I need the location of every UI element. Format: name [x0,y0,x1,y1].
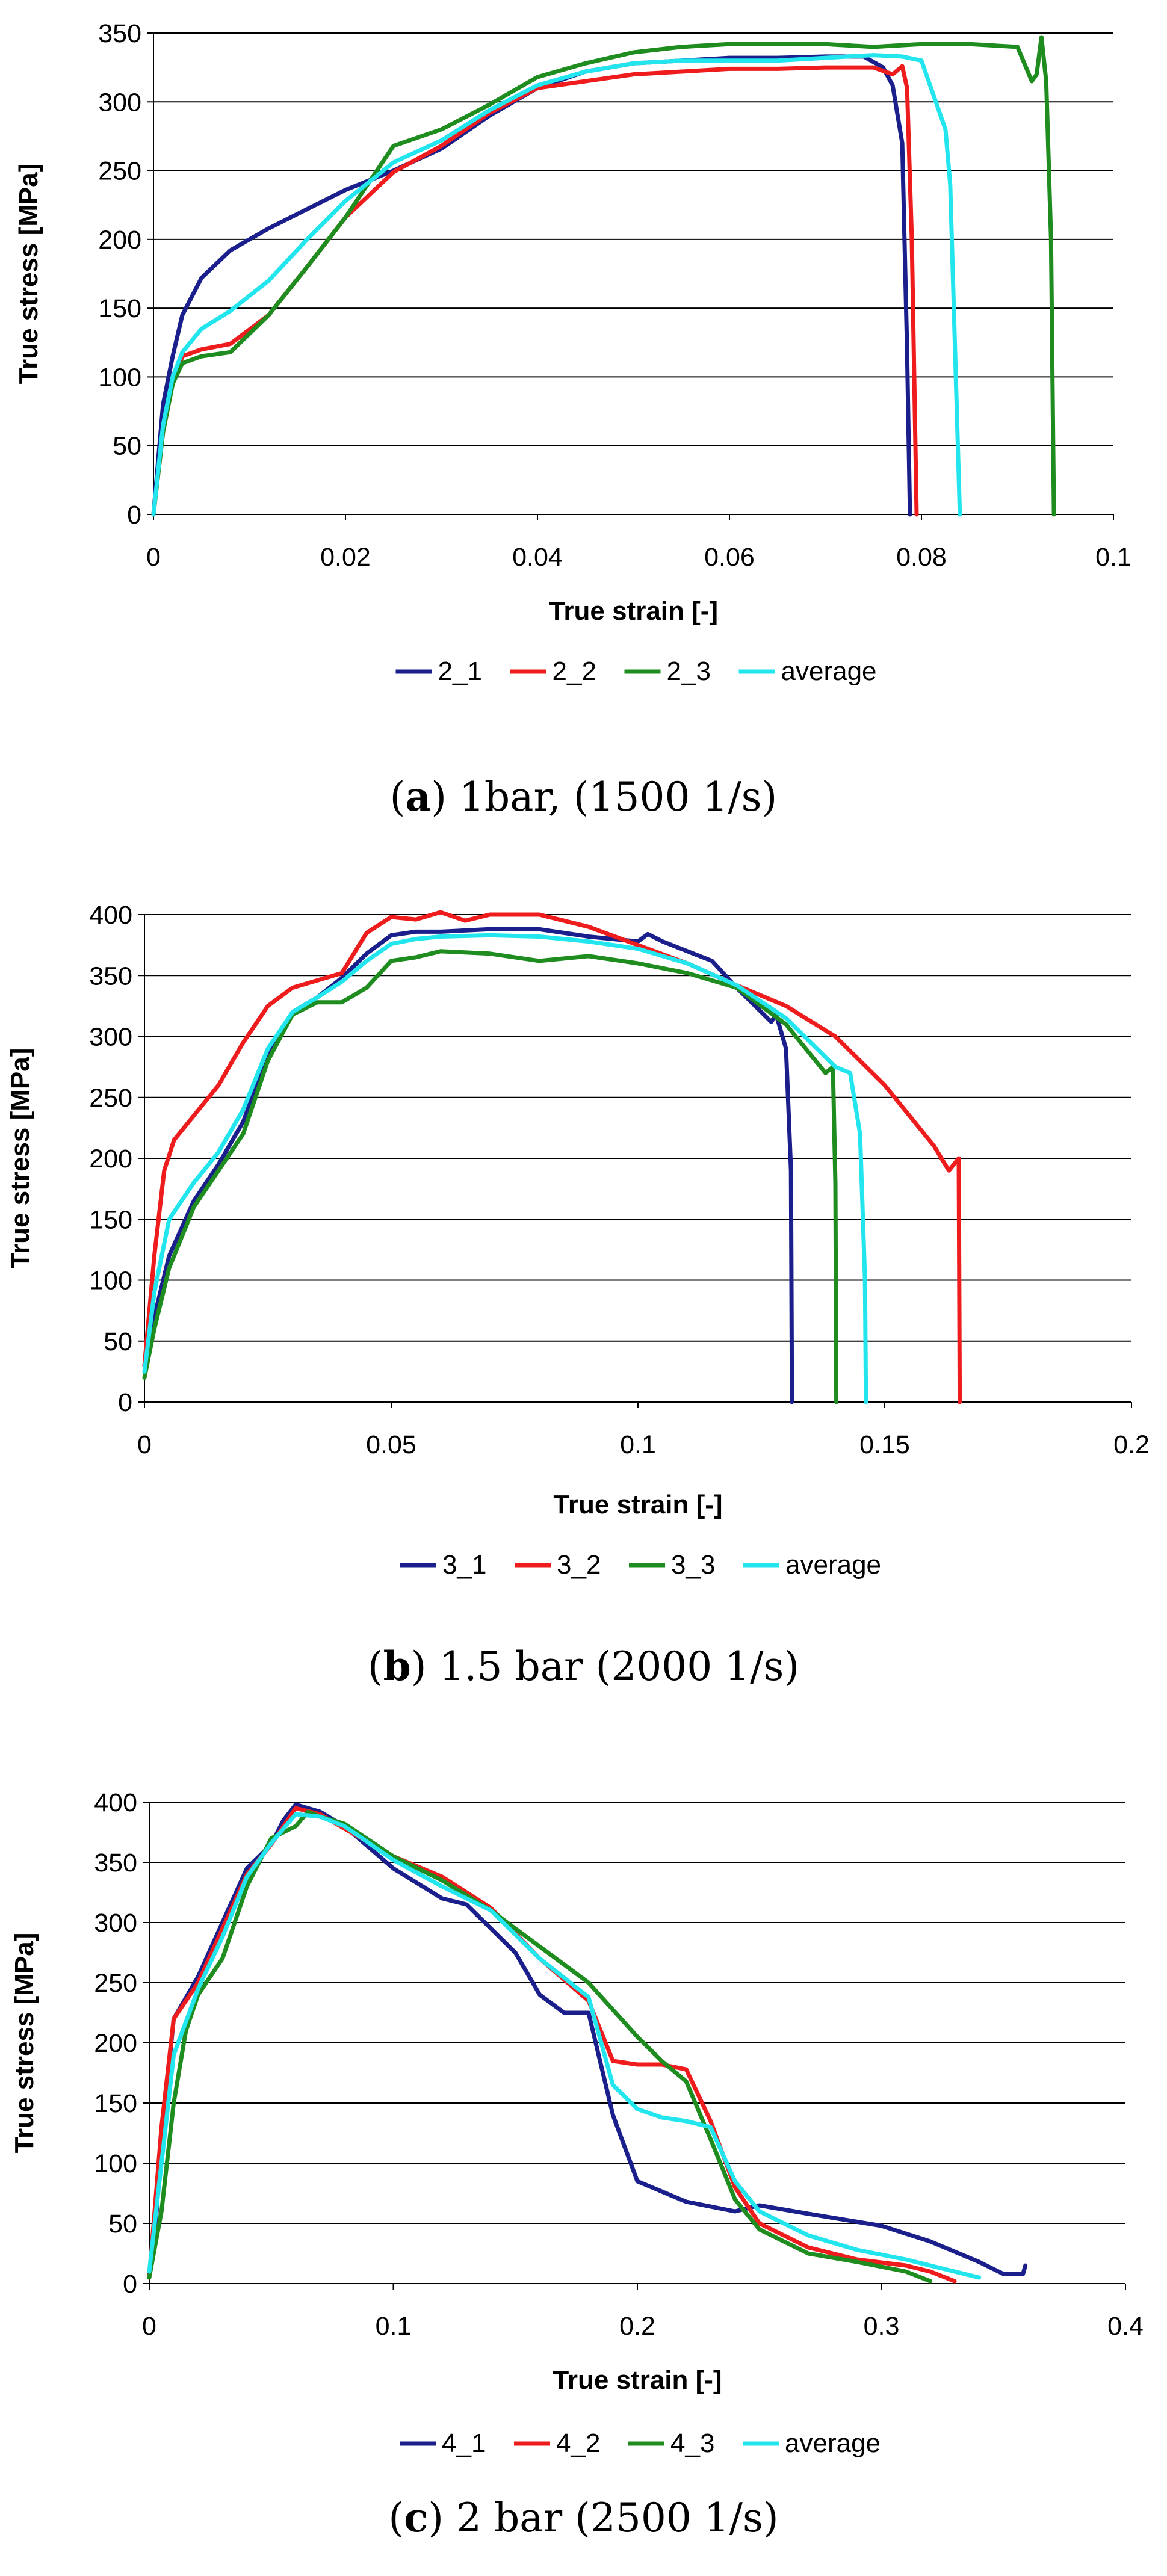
y-tick-label: 0 [118,1388,132,1417]
y-tick-label: 300 [89,1023,132,1052]
caption-a-letter: a [405,773,432,820]
caption-b-text: 1.5 bar (2000 1/s) [426,1643,800,1690]
caption-c-text: 2 bar (2500 1/s) [444,2495,779,2541]
series-line-3-1 [142,927,794,1404]
y-tick-label: 50 [104,1327,132,1356]
y-tick-label: 0 [127,501,141,530]
legend-label: 2_2 [553,656,596,686]
legend-label: average [785,2429,881,2458]
x-tick-label: 0.05 [366,1430,416,1459]
x-tick-label: 0.08 [896,543,947,572]
y-tick-label: 300 [98,88,141,117]
y-tick-label: 350 [89,962,132,990]
series-line-4-1 [152,1802,1028,2276]
y-axis-title: True stress [MPa] [10,1933,39,2154]
legend-label: 3_3 [671,1550,715,1580]
y-tick-label: 50 [113,432,141,461]
y-tick-label: 250 [89,1084,132,1113]
line-chart-a: 0 50 100 150 200 250 300 350 0 0.02 0.04 0.06 0.08 0.… [14,19,1131,686]
caption-c: (c) 2 bar (2500 1/s) [388,2494,779,2541]
x-tick-label: 0.2 [619,2312,655,2341]
caption-c-letter: c [404,2494,429,2541]
y-tick-label: 200 [94,2029,137,2058]
y-tick-label: 350 [98,19,141,48]
x-tick-label: 0 [137,1430,152,1459]
series-line-3-2 [142,910,962,1404]
series-line-3-3 [142,949,839,1404]
x-axis-title: True strain [-] [553,1490,722,1519]
x-tick-label: 0.1 [376,2312,412,2341]
y-tick-label: 200 [89,1144,132,1173]
series-line-4-2 [147,1806,957,2284]
y-tick-label: 50 [108,2210,137,2238]
series-line-average [147,1812,982,2280]
chart-panel-b: 0 50 100 150 200 250 300 350 400 0 0.05 0.1 0.15 0.2 T… [0,854,1167,1733]
x-tick-label: 0.4 [1107,2312,1144,2341]
x-tick-label: 0.04 [512,543,563,572]
x-tick-label: 0.02 [320,543,371,572]
x-tick-label: 0.1 [620,1430,656,1459]
legend-label: 3_2 [557,1550,601,1580]
y-tick-label: 150 [98,294,141,323]
legend-label: 2_1 [438,656,482,686]
caption-b: (b) 1.5 bar (2000 1/s) [367,1643,800,1690]
x-axis-title: True strain [-] [549,596,718,626]
series-line-2-3 [151,35,1056,517]
x-tick-label: 0.2 [1113,1430,1150,1459]
y-tick-label: 300 [94,1909,137,1938]
caption-a: (a) 1bar, (1500 1/s) [389,773,778,820]
legend-label: 4_1 [442,2429,486,2458]
x-axis-title: True strain [-] [553,2365,722,2395]
x-tick-label: 0 [146,543,161,572]
caption-b-letter: b [383,1643,411,1690]
y-tick-label: 100 [89,1267,132,1296]
series-line-4-3 [147,1809,933,2284]
y-tick-label: 150 [94,2089,137,2118]
y-tick-label: 100 [98,363,141,392]
series-line-2-2 [151,64,919,517]
y-tick-label: 400 [89,901,132,930]
y-tick-label: 250 [98,157,141,186]
x-tick-label: 0.15 [859,1430,910,1459]
legend-label: 2_3 [667,656,711,686]
x-tick-label: 0.06 [704,543,755,572]
y-tick-label: 200 [98,226,141,255]
line-chart-c: 0 50 100 150 200 250 300 350 400 0 0.1 0.2 0.3 0.4 Tru… [10,1788,1144,2458]
chart-panel-a: 0 50 100 150 200 250 300 350 0 0.02 0.04 0.06 0.08 0.… [0,0,1167,854]
series-line-average [151,53,962,517]
y-tick-label: 250 [94,1969,137,1998]
legend-label: average [785,1550,881,1580]
legend-label: average [781,656,877,686]
y-tick-label: 150 [89,1205,132,1234]
legend-label: 4_2 [556,2429,600,2458]
line-chart-b: 0 50 100 150 200 250 300 350 400 0 0.05 0.1 0.15 0.2 T… [5,901,1150,1580]
caption-a-text: 1bar, (1500 1/s) [446,774,778,820]
legend-label: 3_1 [442,1550,486,1580]
chart-panel-c: 0 50 100 150 200 250 300 350 400 0 0.1 0.2 0.3 0.4 Tru… [0,1733,1167,2575]
y-tick-label: 400 [94,1788,137,1817]
x-tick-label: 0 [142,2312,156,2341]
y-axis-title: True stress [MPa] [5,1048,35,1269]
y-tick-label: 0 [123,2270,137,2299]
series-line-average [142,933,868,1404]
legend-label: 4_3 [670,2429,714,2458]
y-axis-title: True stress [MPa] [14,164,43,385]
x-tick-label: 0.1 [1095,543,1131,572]
x-tick-label: 0.3 [864,2312,900,2341]
y-tick-label: 350 [94,1849,137,1877]
y-tick-label: 100 [94,2149,137,2178]
